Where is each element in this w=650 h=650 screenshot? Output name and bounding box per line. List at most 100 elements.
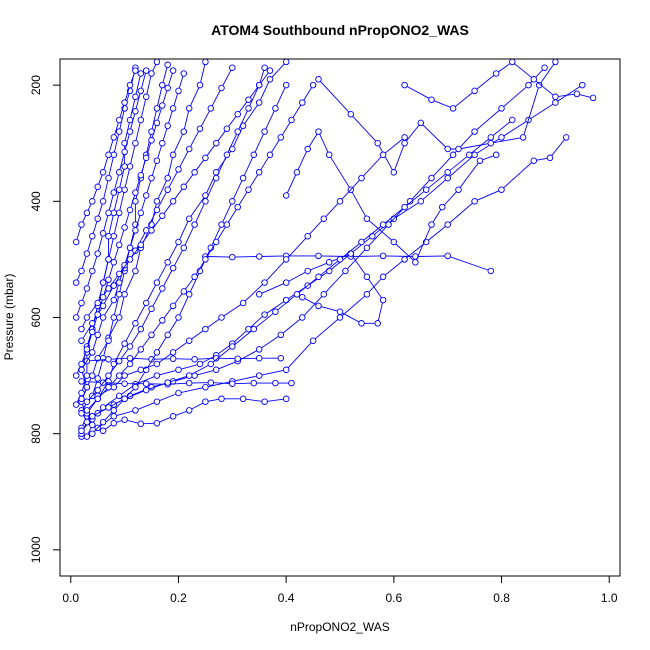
data-point bbox=[78, 360, 85, 368]
data-point bbox=[175, 366, 182, 374]
data-point bbox=[363, 215, 371, 222]
data-point bbox=[309, 337, 317, 344]
data-point bbox=[164, 259, 171, 266]
data-point bbox=[325, 259, 333, 266]
data-point bbox=[99, 169, 107, 176]
data-point bbox=[218, 84, 225, 92]
y-axis-label: Pressure (mbar) bbox=[2, 274, 16, 361]
data-point bbox=[121, 395, 128, 403]
data-point bbox=[89, 349, 96, 356]
data-point bbox=[358, 238, 365, 246]
data-point bbox=[245, 186, 252, 193]
data-point bbox=[401, 139, 408, 147]
data-point bbox=[94, 331, 101, 339]
data-point bbox=[169, 151, 177, 159]
series-11 bbox=[202, 252, 495, 275]
data-point bbox=[137, 116, 145, 124]
series-24 bbox=[99, 395, 290, 435]
data-point bbox=[180, 288, 188, 295]
data-point bbox=[110, 296, 118, 304]
data-point bbox=[492, 151, 500, 159]
data-point bbox=[169, 198, 177, 205]
data-point bbox=[110, 189, 118, 196]
data-point bbox=[282, 296, 290, 304]
data-point bbox=[207, 105, 215, 112]
data-point bbox=[401, 81, 408, 89]
data-point bbox=[444, 252, 451, 260]
data-point bbox=[385, 221, 392, 228]
data-point bbox=[498, 134, 505, 141]
data-point bbox=[234, 355, 241, 362]
data-point bbox=[180, 128, 188, 135]
series-15 bbox=[401, 59, 597, 112]
data-point bbox=[379, 273, 387, 281]
data-point bbox=[121, 139, 128, 147]
data-point bbox=[132, 320, 139, 327]
data-point bbox=[234, 128, 241, 135]
data-point bbox=[94, 299, 101, 307]
data-point bbox=[255, 99, 263, 106]
data-point bbox=[272, 379, 279, 387]
data-point bbox=[94, 215, 101, 222]
data-point bbox=[218, 221, 225, 228]
data-point bbox=[115, 270, 123, 278]
data-point bbox=[153, 349, 161, 356]
data-point bbox=[546, 154, 554, 162]
data-point bbox=[153, 398, 161, 405]
data-point bbox=[121, 291, 128, 298]
data-point bbox=[218, 395, 225, 403]
data-point bbox=[153, 360, 161, 368]
data-point bbox=[315, 128, 322, 135]
data-point bbox=[509, 59, 516, 66]
data-point bbox=[175, 389, 182, 397]
data-point bbox=[148, 356, 155, 363]
data-point bbox=[336, 198, 344, 205]
data-point bbox=[72, 372, 80, 379]
data-point bbox=[89, 421, 96, 429]
data-point bbox=[207, 379, 215, 386]
y-axis: 200 400 600 800 1000 bbox=[29, 75, 61, 563]
data-point bbox=[212, 174, 220, 182]
data-point bbox=[379, 221, 387, 228]
data-point bbox=[196, 81, 204, 89]
data-point bbox=[185, 337, 193, 344]
data-point bbox=[78, 427, 85, 435]
data-point bbox=[169, 413, 177, 420]
data-point bbox=[83, 433, 91, 440]
data-point bbox=[115, 372, 123, 379]
series-27 bbox=[72, 67, 177, 379]
series-26 bbox=[78, 67, 274, 333]
data-point bbox=[83, 314, 91, 321]
data-point bbox=[115, 116, 123, 124]
data-point bbox=[105, 337, 112, 344]
data-point bbox=[250, 379, 258, 387]
data-point bbox=[175, 238, 182, 246]
data-point bbox=[94, 250, 101, 257]
data-point bbox=[153, 59, 161, 66]
y-tick-label: 1000 bbox=[29, 536, 43, 563]
data-point bbox=[320, 291, 328, 298]
data-point bbox=[115, 209, 123, 217]
data-point bbox=[126, 128, 134, 135]
data-point bbox=[110, 209, 118, 217]
data-point bbox=[137, 87, 145, 95]
series-14 bbox=[255, 250, 387, 327]
data-point bbox=[153, 372, 161, 379]
data-point bbox=[169, 349, 177, 356]
data-point bbox=[78, 221, 85, 228]
data-point bbox=[304, 145, 311, 153]
data-point bbox=[406, 198, 414, 205]
data-point bbox=[94, 375, 101, 382]
data-point bbox=[72, 401, 80, 408]
data-point bbox=[212, 238, 220, 246]
data-point bbox=[255, 291, 263, 298]
data-point bbox=[530, 76, 538, 83]
data-point bbox=[121, 261, 128, 269]
data-point bbox=[94, 395, 101, 403]
data-point bbox=[132, 227, 139, 234]
data-point bbox=[379, 252, 387, 260]
series-25 bbox=[72, 67, 139, 246]
data-point bbox=[94, 183, 101, 191]
data-point bbox=[148, 70, 155, 77]
data-point bbox=[379, 296, 387, 304]
